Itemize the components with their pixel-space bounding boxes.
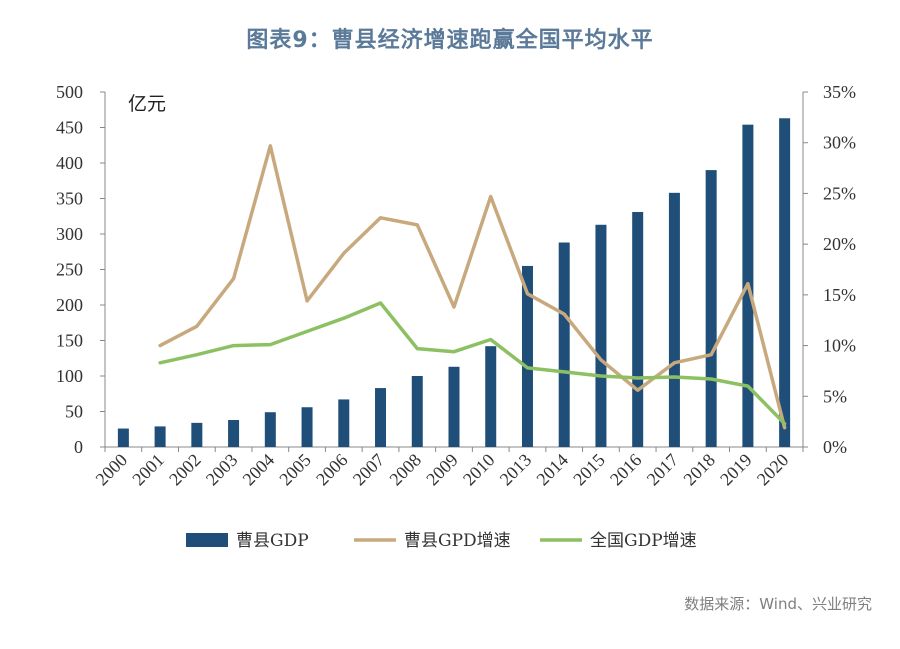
legend-label: 全国GDP增速: [590, 531, 697, 551]
legend-label: 曹县GPD增速: [404, 531, 511, 551]
left-tick-label: 150: [56, 331, 83, 351]
legend-label: 曹县GDP: [236, 531, 309, 551]
x-tick-label: 2001: [128, 450, 168, 490]
bar-gdp: [705, 170, 717, 447]
left-tick-label: 450: [56, 118, 83, 138]
bar-gdp: [191, 422, 203, 447]
legend-swatch-bar: [186, 533, 228, 547]
bar-gdp: [595, 224, 607, 447]
bar-gdp: [668, 192, 680, 447]
chart-title: 图表9：曹县经济增速跑赢全国平均水平: [246, 28, 654, 53]
right-tick-label: 5%: [823, 386, 847, 406]
left-tick-label: 250: [56, 260, 83, 280]
bar-gdp: [411, 376, 423, 447]
bar-gdp: [448, 366, 460, 447]
bar-gdp: [264, 412, 276, 447]
x-tick-label: 2020: [753, 450, 793, 490]
left-tick-label: 100: [56, 366, 83, 386]
right-tick-label: 15%: [823, 285, 856, 305]
bar-gdp: [521, 265, 533, 447]
bar-gdp: [338, 399, 350, 447]
left-tick-label: 50: [65, 402, 83, 422]
source-note: 数据来源：Wind、兴业研究: [684, 595, 872, 613]
right-tick-label: 10%: [823, 336, 856, 356]
x-tick-label: 2014: [532, 450, 572, 490]
x-tick-label: 2015: [569, 450, 609, 490]
x-tick-label: 2009: [422, 450, 462, 490]
line-national-growth: [158, 301, 787, 426]
left-tick-label: 0: [74, 437, 83, 457]
x-tick-label: 2003: [202, 450, 242, 490]
left-tick-label: 200: [56, 295, 83, 315]
x-tick-label: 2018: [679, 450, 719, 490]
left-tick-label: 300: [56, 224, 83, 244]
left-axis-unit: 亿元: [128, 93, 166, 115]
bar-gdp: [117, 428, 129, 447]
right-tick-label: 0%: [823, 437, 847, 457]
bar-gdp: [558, 242, 570, 447]
bar-gdp: [485, 346, 497, 447]
bar-gdp: [779, 118, 791, 448]
x-tick-label: 2004: [239, 450, 279, 490]
x-tick-label: 2013: [496, 450, 536, 490]
left-tick-label: 350: [56, 189, 83, 209]
line-caoxian-growth: [158, 144, 787, 430]
right-tick-label: 20%: [823, 234, 856, 254]
bar-gdp: [375, 388, 387, 447]
right-tick-label: 25%: [823, 183, 856, 203]
bar-gdp: [632, 211, 644, 447]
right-tick-label: 35%: [823, 82, 856, 102]
x-tick-label: 2016: [606, 450, 646, 490]
right-tick-label: 30%: [823, 133, 856, 153]
x-tick-label: 2005: [275, 450, 315, 490]
x-tick-label: 2006: [312, 450, 352, 490]
x-tick-label: 2017: [643, 450, 683, 490]
x-tick-label: 2008: [385, 450, 425, 490]
left-tick-label: 400: [56, 153, 83, 173]
bar-gdp: [228, 420, 240, 447]
bar-gdp: [301, 407, 313, 447]
x-tick-label: 2010: [459, 450, 499, 490]
bar-gdp: [154, 426, 166, 447]
left-tick-label: 500: [56, 82, 83, 102]
x-tick-label: 2000: [92, 450, 132, 490]
x-tick-label: 2019: [716, 450, 756, 490]
x-tick-label: 2007: [349, 450, 389, 490]
x-tick-label: 2002: [165, 450, 205, 490]
